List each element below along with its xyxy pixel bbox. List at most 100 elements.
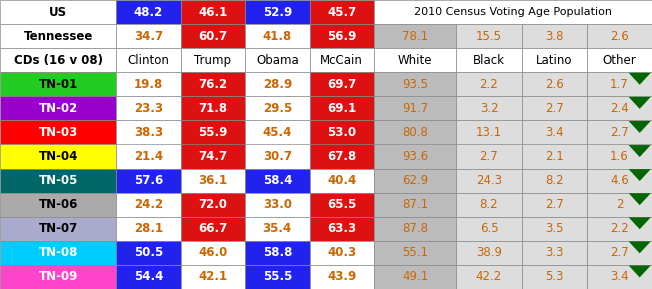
Text: TN-08: TN-08 <box>38 247 78 259</box>
Text: 46.1: 46.1 <box>198 5 228 18</box>
Bar <box>522 168 587 193</box>
Text: 58.4: 58.4 <box>263 174 292 187</box>
Text: 2.7: 2.7 <box>610 247 629 259</box>
Polygon shape <box>629 97 651 109</box>
Text: Clinton: Clinton <box>128 54 170 67</box>
Text: 2.7: 2.7 <box>610 126 629 139</box>
Polygon shape <box>629 217 651 229</box>
Bar <box>181 241 245 265</box>
Text: 67.8: 67.8 <box>327 150 357 163</box>
Bar <box>181 96 245 121</box>
Bar <box>310 241 374 265</box>
Text: 48.2: 48.2 <box>134 5 163 18</box>
Bar <box>181 72 245 96</box>
Bar <box>374 72 456 96</box>
Bar <box>116 24 181 48</box>
Bar <box>116 168 181 193</box>
Text: 71.8: 71.8 <box>198 102 228 115</box>
Text: 35.4: 35.4 <box>263 222 292 235</box>
Bar <box>0 24 116 48</box>
Text: 69.7: 69.7 <box>327 78 357 91</box>
Text: TN-09: TN-09 <box>38 271 78 284</box>
Bar <box>310 72 374 96</box>
Bar <box>310 24 374 48</box>
Bar <box>310 193 374 217</box>
Text: 24.3: 24.3 <box>476 174 502 187</box>
Bar <box>587 72 652 96</box>
Text: 2.4: 2.4 <box>610 102 629 115</box>
Bar <box>522 265 587 289</box>
Bar <box>0 217 116 241</box>
Bar <box>522 72 587 96</box>
Bar <box>116 265 181 289</box>
Text: Other: Other <box>602 54 636 67</box>
Bar <box>587 265 652 289</box>
Bar <box>0 0 116 24</box>
Text: 58.8: 58.8 <box>263 247 292 259</box>
Bar <box>374 96 456 121</box>
Bar <box>245 217 310 241</box>
Bar <box>181 121 245 144</box>
Text: 43.9: 43.9 <box>327 271 357 284</box>
Bar <box>587 96 652 121</box>
Bar <box>587 241 652 265</box>
Bar <box>181 217 245 241</box>
Text: 42.1: 42.1 <box>198 271 228 284</box>
Polygon shape <box>629 266 651 277</box>
Bar <box>310 96 374 121</box>
Text: 54.4: 54.4 <box>134 271 163 284</box>
Bar <box>522 241 587 265</box>
Bar <box>310 217 374 241</box>
Text: 55.5: 55.5 <box>263 271 292 284</box>
Bar <box>310 121 374 144</box>
Polygon shape <box>629 193 651 205</box>
Polygon shape <box>629 145 651 157</box>
Text: 66.7: 66.7 <box>198 222 228 235</box>
Text: 69.1: 69.1 <box>327 102 357 115</box>
Bar <box>245 96 310 121</box>
Bar <box>245 168 310 193</box>
Bar <box>181 24 245 48</box>
Bar <box>456 96 522 121</box>
Bar <box>245 48 310 72</box>
Bar <box>456 241 522 265</box>
Bar <box>116 121 181 144</box>
Bar <box>522 217 587 241</box>
Bar <box>0 193 116 217</box>
Text: 45.7: 45.7 <box>327 5 357 18</box>
Text: 49.1: 49.1 <box>402 271 428 284</box>
Text: 52.9: 52.9 <box>263 5 292 18</box>
Bar <box>0 265 116 289</box>
Text: 55.9: 55.9 <box>198 126 228 139</box>
Bar <box>0 96 116 121</box>
Text: McCain: McCain <box>320 54 363 67</box>
Text: 19.8: 19.8 <box>134 78 163 91</box>
Text: 28.1: 28.1 <box>134 222 163 235</box>
Text: White: White <box>398 54 432 67</box>
Bar <box>245 72 310 96</box>
Polygon shape <box>629 241 651 253</box>
Text: CDs (16 v 08): CDs (16 v 08) <box>14 54 102 67</box>
Text: TN-02: TN-02 <box>38 102 78 115</box>
Text: 38.3: 38.3 <box>134 126 163 139</box>
Bar <box>374 48 456 72</box>
Bar <box>116 144 181 168</box>
Text: 28.9: 28.9 <box>263 78 292 91</box>
Text: 29.5: 29.5 <box>263 102 292 115</box>
Text: 2.2: 2.2 <box>480 78 498 91</box>
Bar <box>116 0 181 24</box>
Text: 57.6: 57.6 <box>134 174 163 187</box>
Text: 6.5: 6.5 <box>480 222 498 235</box>
Text: 56.9: 56.9 <box>327 30 357 42</box>
Text: 2.1: 2.1 <box>545 150 563 163</box>
Bar <box>374 168 456 193</box>
Text: 80.8: 80.8 <box>402 126 428 139</box>
Text: TN-06: TN-06 <box>38 198 78 211</box>
Bar <box>310 265 374 289</box>
Bar <box>245 24 310 48</box>
Bar <box>587 144 652 168</box>
Text: 63.3: 63.3 <box>327 222 356 235</box>
Bar <box>587 168 652 193</box>
Text: 93.6: 93.6 <box>402 150 428 163</box>
Bar <box>456 72 522 96</box>
